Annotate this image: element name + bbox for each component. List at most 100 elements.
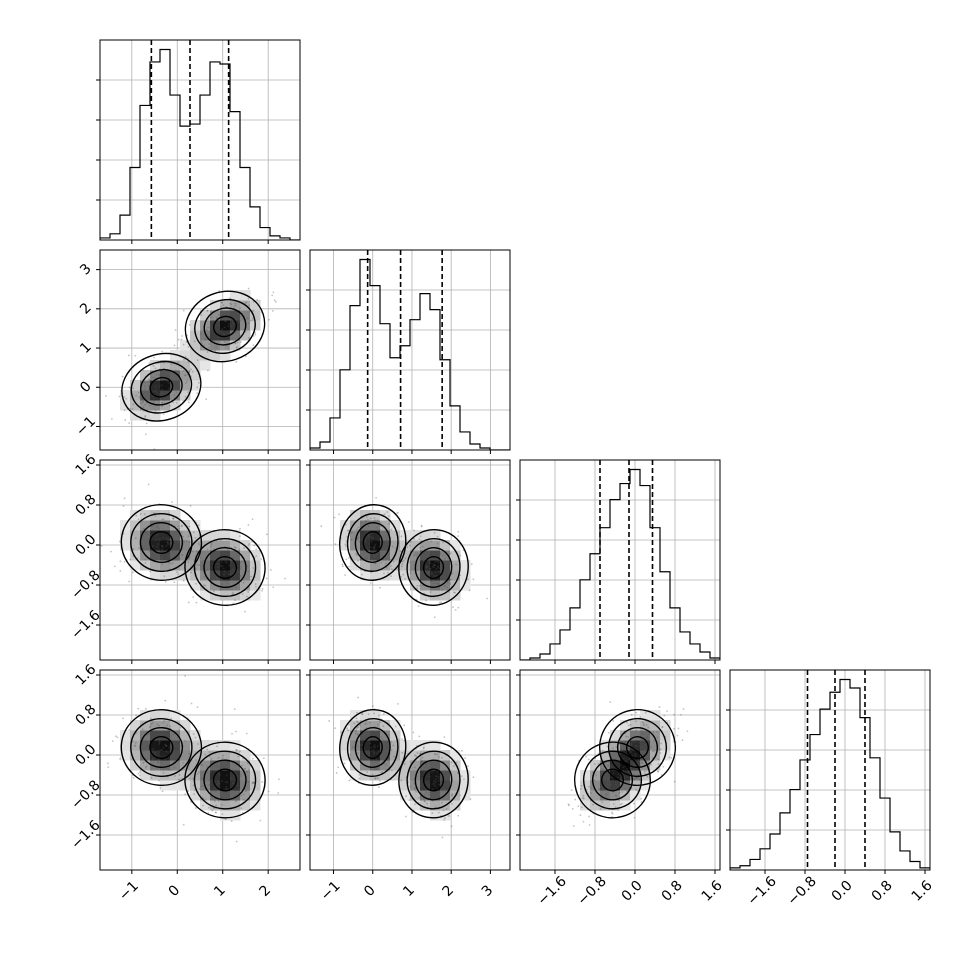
density-cell [350, 770, 361, 781]
density-cell [200, 590, 211, 601]
scatter-point [359, 744, 362, 747]
scatter-point [374, 746, 376, 749]
contour-2-1-1-3 [398, 529, 469, 606]
ytick-label-2-4: 1.6 [72, 451, 99, 478]
scatter-point [373, 751, 376, 754]
scatter-point [227, 332, 229, 334]
scatter-point [380, 761, 383, 764]
density-cell [350, 510, 361, 521]
scatter-point [588, 785, 590, 788]
scatter-point [83, 490, 85, 492]
scatter-point [568, 804, 570, 807]
scatter-point [228, 329, 231, 332]
scatter-point [170, 755, 173, 758]
scatter-point [177, 756, 180, 759]
scatter-point [170, 717, 173, 720]
scatter-point [364, 520, 367, 523]
scatter-point [158, 724, 160, 727]
scatter-point [107, 766, 110, 769]
scatter-point [623, 787, 626, 790]
scatter-point [158, 374, 161, 376]
scatter-point [604, 773, 607, 775]
scatter-point [382, 712, 385, 715]
scatter-point [216, 769, 219, 771]
scatter-point [434, 753, 437, 756]
scatter-point [156, 524, 158, 527]
scatter-point [235, 360, 238, 363]
density-cell [630, 740, 641, 751]
density-cell [130, 400, 141, 411]
scatter-point [216, 783, 219, 786]
scatter-point [161, 558, 164, 561]
scatter-point [357, 526, 360, 529]
scatter-point [366, 530, 369, 533]
scatter-point [224, 570, 227, 573]
scatter-point [623, 775, 626, 778]
density-cell [450, 570, 461, 581]
density-cell [240, 750, 251, 761]
density-cell [160, 770, 171, 781]
scatter-point [196, 550, 199, 553]
density-cell [190, 790, 201, 801]
scatter-point [230, 303, 233, 306]
scatter-point [209, 572, 212, 575]
density-cell [200, 750, 211, 761]
scatter-point [252, 567, 255, 569]
scatter-point [381, 738, 384, 740]
scatter-point [233, 708, 236, 711]
scatter-point [159, 733, 162, 736]
density-cell [390, 560, 401, 571]
scatter-point [598, 788, 601, 791]
scatter-point [443, 576, 446, 579]
scatter-point [375, 767, 378, 770]
density-cell [220, 540, 231, 551]
scatter-point [364, 540, 367, 543]
scatter-point [344, 574, 347, 576]
contour-3-0-0-0 [149, 735, 174, 760]
density-cell [170, 510, 181, 521]
scatter-point [177, 338, 180, 341]
density-cell [180, 750, 191, 761]
panel-1-1 [306, 249, 511, 454]
density-cell [160, 400, 171, 411]
scatter-point [255, 585, 257, 588]
scatter-point [223, 326, 226, 329]
panel-2-0: −1.6−0.80.00.81.6 [68, 451, 301, 664]
scatter-point [157, 543, 160, 546]
scatter-point [388, 515, 390, 517]
density-cell [160, 760, 171, 771]
scatter-point [210, 542, 213, 545]
scatter-point [414, 766, 416, 769]
scatter-point [420, 759, 423, 762]
scatter-point [167, 543, 169, 546]
density-cell [150, 740, 161, 751]
scatter-point [630, 744, 632, 747]
scatter-point [187, 361, 190, 363]
scatter-point [156, 545, 159, 548]
scatter-point [424, 800, 426, 803]
density-cell [360, 710, 371, 721]
scatter-point [441, 589, 444, 592]
density-cell [120, 750, 131, 761]
scatter-point [355, 720, 358, 723]
scatter-point [152, 757, 155, 760]
scatter-point [355, 730, 357, 733]
scatter-point [378, 528, 381, 531]
scatter-point [641, 746, 644, 748]
density-cell [230, 290, 241, 301]
scatter-point [452, 606, 454, 609]
scatter-point [107, 762, 109, 765]
scatter-point [374, 562, 377, 565]
density-cell [350, 730, 361, 741]
scatter-point [639, 716, 641, 718]
scatter-point [333, 516, 336, 519]
scatter-point [385, 537, 388, 540]
scatter-point [246, 565, 249, 568]
ytick-label-1-0: −1 [73, 414, 99, 440]
scatter-point [138, 396, 141, 399]
scatter-point [172, 517, 175, 520]
scatter-point [428, 784, 431, 787]
density-cell [610, 750, 621, 761]
density-cell [250, 760, 261, 771]
density-cell [180, 380, 191, 391]
